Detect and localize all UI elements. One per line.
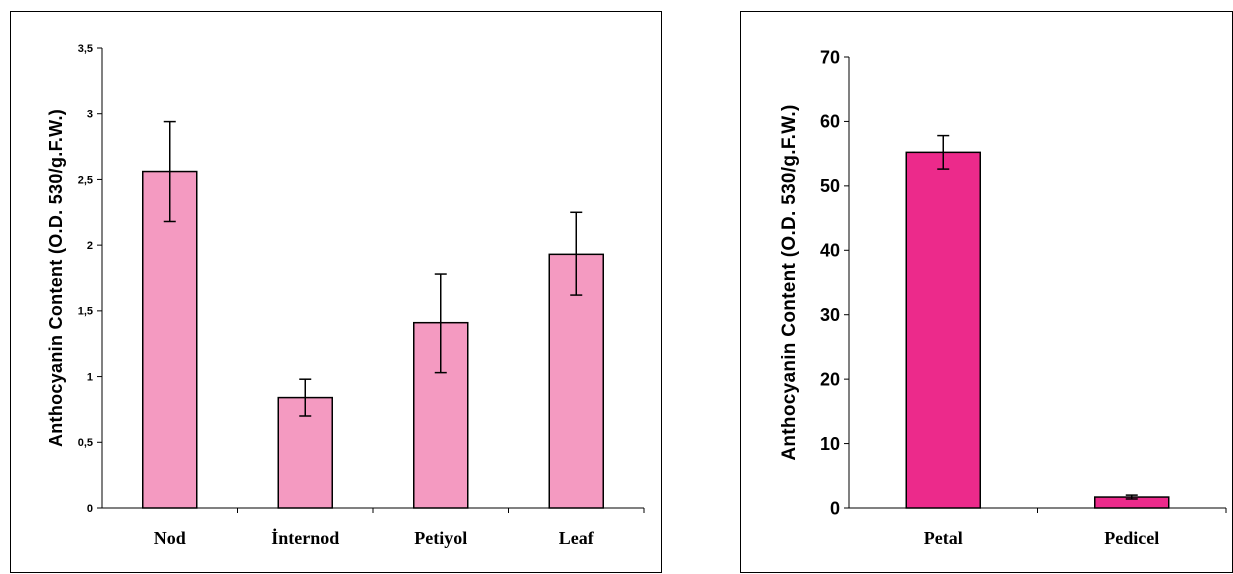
chart-panel-left: 0 0,5 1 1,5 2 2,5 3 3,5 Nod İnternod Petiyol Leaf An… xyxy=(10,11,662,573)
bar-chart-left: 0 0,5 1 1,5 2 2,5 3 3,5 Nod İnternod Petiyol Leaf An… xyxy=(46,43,645,548)
y-tick-label: 0 xyxy=(830,498,840,518)
error-bar xyxy=(1125,494,1138,500)
x-tick-label: Nod xyxy=(154,528,186,548)
y-tick-label: 3 xyxy=(87,109,93,121)
y-tick-label: 1,5 xyxy=(78,306,93,318)
chart-panel-right: 0 10 20 30 40 50 60 70 Petal Pedicel Anthocyanin C… xyxy=(740,11,1233,573)
x-tick-label: Petiyol xyxy=(414,528,467,548)
error-bar xyxy=(299,378,312,417)
y-tick-label: 30 xyxy=(820,305,840,325)
x-tick-label: İnternod xyxy=(271,528,339,548)
error-bar xyxy=(434,273,447,374)
y-tick-label: 40 xyxy=(820,241,840,261)
y-tick-label: 50 xyxy=(820,176,840,196)
x-tick-label: Pedicel xyxy=(1104,528,1159,548)
y-tick-label: 3,5 xyxy=(78,43,93,55)
error-bar xyxy=(570,211,583,296)
y-tick-label: 0,5 xyxy=(78,437,93,449)
y-tick-label: 2 xyxy=(87,240,93,252)
y-tick-label: 1 xyxy=(87,371,93,383)
bar-nod xyxy=(142,170,198,509)
y-axis-label: Anthocyanin Content (O.D. 530/g.F.W.) xyxy=(779,104,800,460)
error-bar xyxy=(163,120,176,223)
y-tick-label: 10 xyxy=(820,434,840,454)
error-bar xyxy=(937,134,950,170)
x-tick-label: Petal xyxy=(924,528,963,548)
y-tick-label: 2,5 xyxy=(78,174,93,186)
y-axis-label: Anthocyanin Content (O.D. 530/g.F.W.) xyxy=(46,109,66,447)
bar-i̇nternod xyxy=(277,396,333,509)
bar-leaf xyxy=(548,253,604,509)
y-tick-label: 20 xyxy=(820,369,840,389)
bar-chart-right: 0 10 20 30 40 50 60 70 Petal Pedicel Anthocyanin C… xyxy=(779,47,1227,548)
bar-petal xyxy=(905,151,981,509)
x-tick-label: Leaf xyxy=(559,528,595,548)
y-tick-label: 60 xyxy=(820,112,840,132)
y-tick-label: 0 xyxy=(87,503,93,515)
y-tick-label: 70 xyxy=(820,47,840,67)
